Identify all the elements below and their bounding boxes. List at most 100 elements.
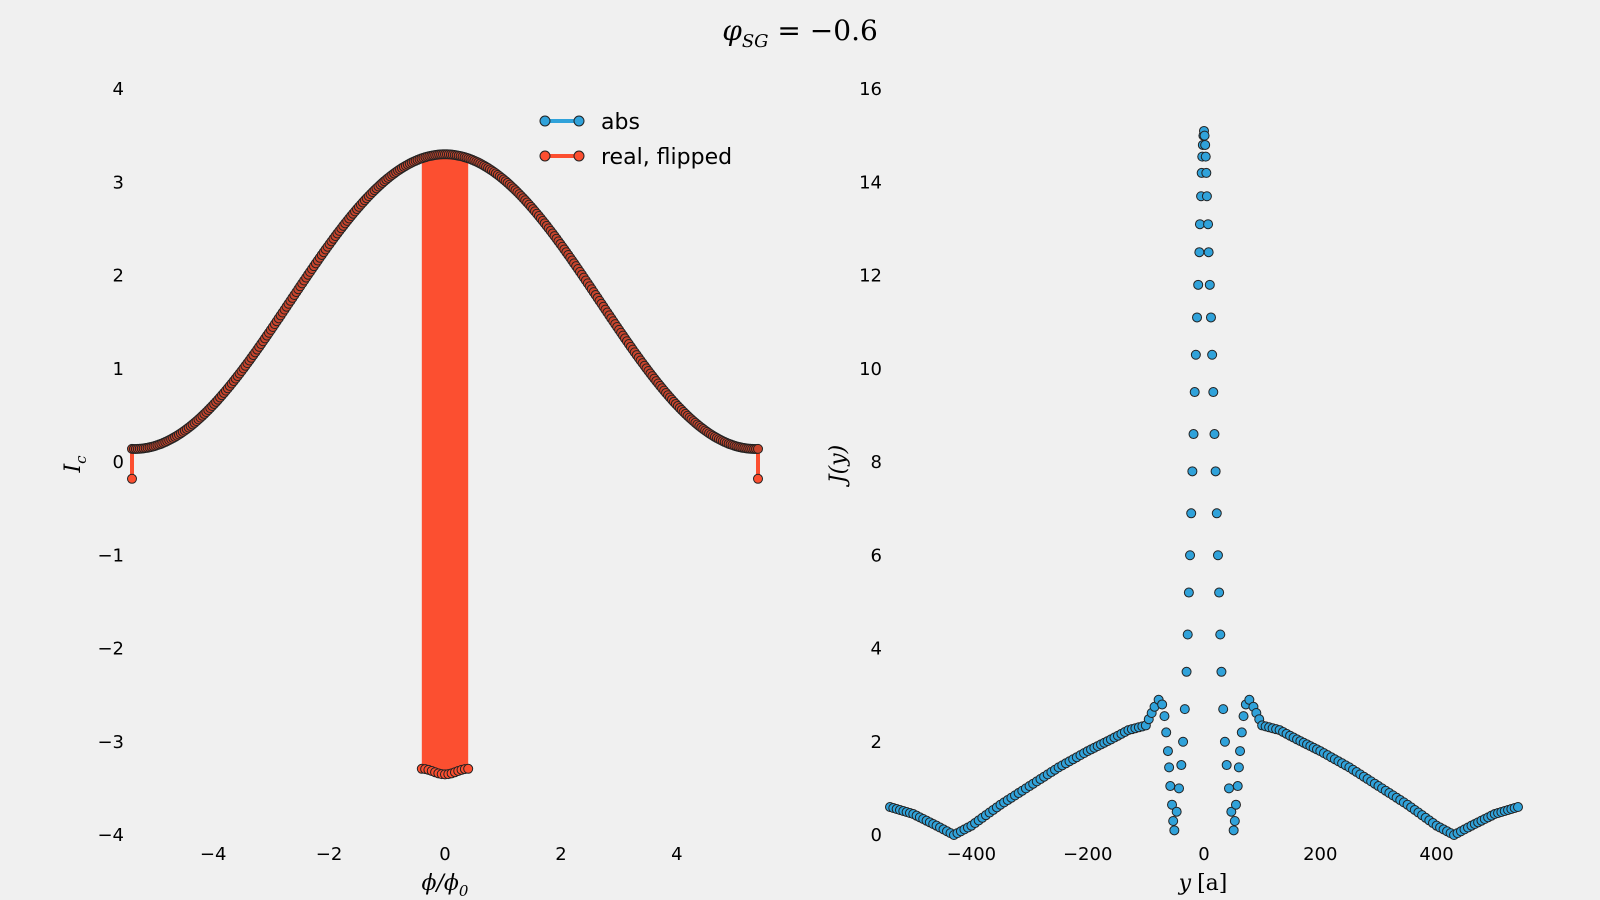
data-point [1224, 783, 1234, 794]
data-point [1174, 783, 1184, 794]
data-point [1167, 799, 1178, 810]
data-point [1210, 466, 1221, 477]
data-point [1211, 508, 1222, 519]
left-y-axis-label: Ic [61, 455, 90, 474]
y-tick-label: 14 [859, 172, 882, 193]
data-point [1203, 247, 1214, 258]
legend-real-label: real, flipped [601, 145, 732, 170]
data-point [1207, 349, 1218, 360]
y-tick-label: 2 [871, 732, 882, 753]
data-point [1192, 312, 1203, 323]
data-point [1229, 816, 1240, 827]
data-point [1214, 587, 1225, 598]
y-tick-label: 3 [113, 172, 124, 193]
y-tick-label: 6 [871, 545, 882, 566]
x-tick-label: −400 [947, 844, 996, 865]
data-point [1189, 387, 1200, 398]
right-x-tick-labels: −400 −200 0 200 400 [947, 844, 1454, 865]
y-tick-label: 0 [871, 825, 882, 846]
y-tick-label: 12 [859, 266, 882, 287]
data-point [1178, 736, 1189, 747]
data-point [1205, 312, 1216, 323]
data-point [1164, 762, 1175, 773]
data-point [1235, 746, 1246, 757]
figure-suptitle: φSG = −0.6 [722, 14, 878, 52]
data-point [1186, 508, 1197, 519]
data-point [1212, 550, 1223, 561]
data-point [1200, 151, 1211, 162]
legend: abs real, flipped [539, 110, 732, 170]
legend-real-marker-right [573, 150, 585, 162]
data-point [1165, 781, 1176, 792]
data-point [1194, 247, 1205, 258]
data-point [1190, 349, 1201, 360]
right-plot-area [885, 125, 1523, 840]
data-point [1216, 666, 1227, 677]
data-point [1162, 746, 1173, 757]
data-point [1203, 219, 1214, 230]
x-tick-label: 0 [1198, 844, 1209, 865]
data-point [1228, 825, 1239, 836]
y-tick-label: 4 [113, 79, 124, 100]
data-point [1236, 727, 1247, 738]
data-point [1168, 816, 1179, 827]
left-y-tick-labels: −4 −3 −2 −1 0 1 2 3 4 [97, 79, 124, 846]
data-point [1209, 429, 1220, 440]
data-point [753, 443, 763, 454]
legend-real-marker-left [539, 150, 551, 162]
data-point [1179, 704, 1190, 715]
real-flipped-band [421, 154, 469, 772]
data-point [1233, 762, 1244, 773]
data-point [1221, 760, 1232, 771]
data-point [1218, 704, 1229, 715]
data-point [1188, 429, 1199, 440]
data-point [1201, 191, 1212, 202]
data-point [1219, 736, 1230, 747]
x-tick-label: 0 [439, 844, 450, 865]
x-tick-label: −4 [200, 844, 227, 865]
y-tick-label: −1 [97, 545, 124, 566]
x-tick-label: 4 [671, 844, 682, 865]
left-plot-area [127, 149, 763, 780]
y-tick-label: 10 [859, 359, 882, 380]
y-tick-label: 2 [113, 266, 124, 287]
data-point [1232, 781, 1243, 792]
data-point [1187, 466, 1198, 477]
y-tick-label: 1 [113, 359, 124, 380]
x-tick-label: 2 [555, 844, 566, 865]
y-tick-label: −3 [97, 732, 124, 753]
data-point [463, 763, 474, 774]
data-point [127, 473, 137, 484]
x-tick-label: −2 [316, 844, 343, 865]
data-point [1215, 629, 1226, 640]
right-y-axis-label: J(y) [826, 445, 851, 487]
right-chart: −400 −200 0 200 400 0 2 4 6 8 10 12 14 16 y [a] J(y) [826, 79, 1523, 896]
data-point [1200, 139, 1211, 150]
y-tick-label: 4 [871, 639, 882, 660]
left-x-tick-labels: −4 −2 0 2 4 [200, 844, 683, 865]
data-point [1182, 629, 1193, 640]
data-point [1176, 760, 1187, 771]
data-point [1238, 711, 1249, 722]
data-point [1226, 806, 1237, 817]
data-point [1159, 711, 1170, 722]
data-point [753, 473, 763, 484]
left-x-axis-label: ϕ/ϕ0 [422, 871, 469, 900]
y-tick-label: 0 [113, 452, 124, 473]
x-tick-label: −200 [1063, 844, 1112, 865]
right-y-tick-labels: 0 2 4 6 8 10 12 14 16 [859, 79, 882, 846]
y-tick-label: 8 [871, 452, 882, 473]
data-point [1230, 799, 1241, 810]
data-point [1171, 806, 1182, 817]
data-point [1193, 279, 1204, 290]
y-tick-label: −4 [97, 825, 124, 846]
data-point [1513, 802, 1523, 813]
data-point [1199, 130, 1210, 141]
right-x-axis-label: y [a] [1178, 871, 1228, 896]
y-tick-label: 16 [859, 79, 882, 100]
legend-abs-marker-right [573, 115, 585, 127]
data-point [1201, 167, 1212, 178]
legend-abs-label: abs [601, 110, 640, 135]
